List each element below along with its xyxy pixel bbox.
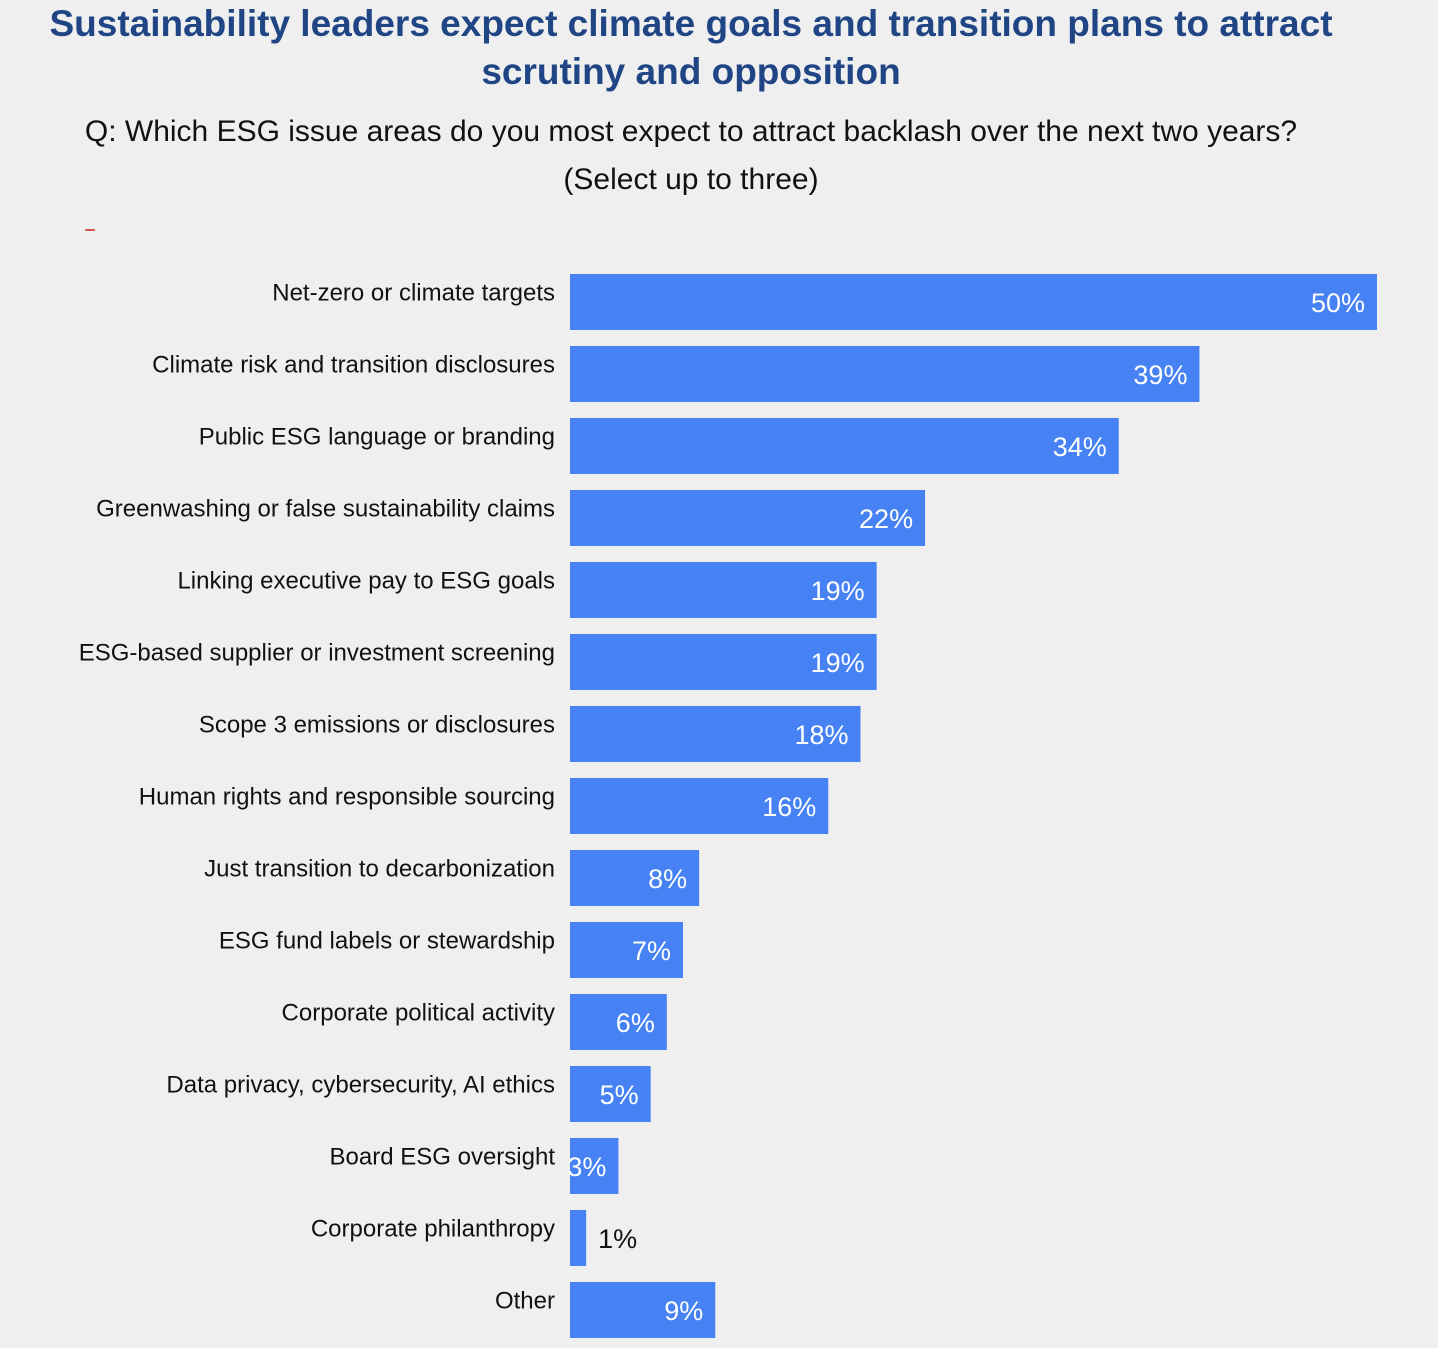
- category-label-net-zero-or-climate-targets: Net-zero or climate targets: [272, 279, 555, 306]
- chart-subtitle: Q: Which ESG issue areas do you most exp…: [0, 108, 1382, 204]
- category-label-corporate-philanthropy: Corporate philanthropy: [311, 1215, 555, 1242]
- bars-layer: Net-zero or climate targets 50% Climate ri…: [79, 274, 1377, 1338]
- value-label-other: 9%: [664, 1296, 703, 1326]
- category-label-public-esg-language-or-branding: Public ESG language or branding: [199, 423, 555, 450]
- category-label-linking-executive-pay-to-esg-goals: Linking executive pay to ESG goals: [177, 567, 555, 594]
- value-label-public-esg-language-or-branding: 34%: [1053, 432, 1107, 462]
- bar-just-transition-to-decarbonization: [570, 850, 700, 906]
- bar-other: [570, 1282, 716, 1338]
- bar-esg-fund-labels-or-stewardship: [570, 922, 683, 978]
- chart-subtitle-line-2: (Select up to three): [563, 163, 819, 196]
- category-label-greenwashing-or-false-sustainability-claims: Greenwashing or false sustainability cla…: [96, 495, 555, 522]
- chart-subtitle-line-1: Q: Which ESG issue areas do you most exp…: [84, 115, 1298, 148]
- value-label-net-zero-or-climate-targets: 50%: [1311, 288, 1365, 318]
- value-label-esg-fund-labels-or-stewardship: 7%: [632, 936, 671, 966]
- bar-net-zero-or-climate-targets: [570, 274, 1377, 330]
- red-tick-mark: [85, 229, 95, 231]
- category-label-esg-fund-labels-or-stewardship: ESG fund labels or stewardship: [219, 927, 555, 954]
- category-label-other: Other: [495, 1287, 555, 1314]
- bar-corporate-philanthropy: [570, 1210, 587, 1266]
- bar-human-rights-and-responsible-sourcing: [570, 778, 829, 834]
- category-label-corporate-political-activity: Corporate political activity: [282, 999, 555, 1026]
- value-label-scope-3-emissions-or-disclosures: 18%: [794, 720, 848, 750]
- category-label-data-privacy-cybersecurity-ai-ethics: Data privacy, cybersecurity, AI ethics: [166, 1071, 555, 1098]
- category-label-esg-based-supplier-or-investment-screening: ESG-based supplier or investment screeni…: [79, 639, 555, 666]
- value-label-linking-executive-pay-to-esg-goals: 19%: [811, 576, 865, 606]
- bar-board-esg-oversight: [570, 1138, 619, 1194]
- bar-public-esg-language-or-branding: [570, 418, 1119, 474]
- category-label-just-transition-to-decarbonization: Just transition to decarbonization: [204, 855, 555, 882]
- bar-scope-3-emissions-or-disclosures: [570, 706, 861, 762]
- category-label-climate-risk-and-transition-disclosures: Climate risk and transition disclosures: [152, 351, 555, 378]
- chart-title: Sustainability leaders expect climate go…: [0, 0, 1382, 96]
- value-label-esg-based-supplier-or-investment-screening: 19%: [811, 648, 865, 678]
- chart-title-line-2: scrutiny and opposition: [481, 51, 901, 92]
- value-label-corporate-political-activity: 6%: [616, 1008, 655, 1038]
- bar-linking-executive-pay-to-esg-goals: [570, 562, 877, 618]
- category-label-human-rights-and-responsible-sourcing: Human rights and responsible sourcing: [139, 783, 555, 810]
- value-label-just-transition-to-decarbonization: 8%: [648, 864, 687, 894]
- value-label-corporate-philanthropy: 1%: [598, 1224, 637, 1254]
- value-label-data-privacy-cybersecurity-ai-ethics: 5%: [600, 1080, 639, 1110]
- bar-greenwashing-or-false-sustainability-claims: [570, 490, 926, 546]
- value-label-human-rights-and-responsible-sourcing: 16%: [762, 792, 816, 822]
- value-label-climate-risk-and-transition-disclosures: 39%: [1133, 360, 1187, 390]
- value-label-board-esg-oversight: 3%: [567, 1152, 606, 1182]
- bar-climate-risk-and-transition-disclosures: [570, 346, 1200, 402]
- category-label-board-esg-oversight: Board ESG oversight: [330, 1143, 556, 1170]
- value-label-greenwashing-or-false-sustainability-claims: 22%: [859, 504, 913, 534]
- chart-title-line-1: Sustainability leaders expect climate go…: [49, 3, 1333, 44]
- bar-esg-based-supplier-or-investment-screening: [570, 634, 877, 690]
- bar-data-privacy-cybersecurity-ai-ethics: [570, 1066, 651, 1122]
- category-label-scope-3-emissions-or-disclosures: Scope 3 emissions or disclosures: [199, 711, 555, 738]
- bar-corporate-political-activity: [570, 994, 667, 1050]
